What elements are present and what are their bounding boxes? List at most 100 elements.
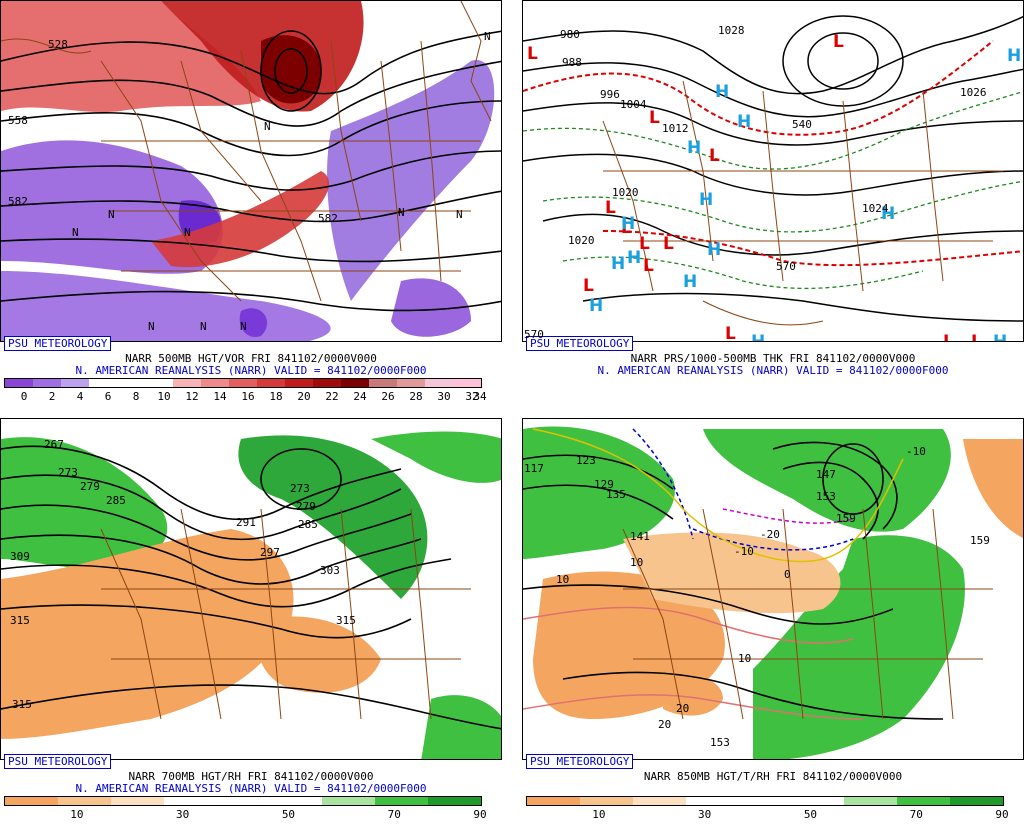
colorbar-segment — [216, 797, 270, 805]
colorbar-segment — [685, 797, 739, 805]
colorbar-segment — [110, 797, 164, 805]
colorbar-tick-label: 4 — [76, 390, 84, 403]
colorbar-segment — [285, 379, 313, 387]
colorbar-vorticity — [4, 378, 482, 388]
svg-text:H: H — [707, 240, 721, 260]
svg-text:L: L — [583, 276, 594, 296]
colorbar-segment — [950, 797, 1004, 805]
svg-text:H: H — [699, 190, 713, 210]
caption-line-2: N. AMERICAN REANALYSIS (NARR) VALID = 84… — [75, 782, 427, 795]
psu-meteorology-label: PSU METEOROLOGY — [526, 336, 634, 351]
svg-text:L: L — [725, 324, 736, 342]
colorbar-segment — [632, 797, 686, 805]
colorbar-segment — [229, 379, 257, 387]
colorbar-tick-label: 70 — [387, 808, 401, 821]
colorbar-segment — [89, 379, 117, 387]
colorbar-segment — [897, 797, 951, 805]
caption-line-1: NARR 850MB HGT/T/RH FRI 841102/0000V000 — [643, 770, 903, 783]
colorbar-tick-label: 34 — [473, 390, 487, 403]
svg-text:H: H — [715, 82, 729, 102]
low-pressure-symbols: LLL LLL LLL L LL L — [527, 32, 982, 342]
caption-line-2: N. AMERICAN REANALYSIS (NARR) VALID = 84… — [597, 364, 949, 377]
colorbar-segment — [453, 379, 481, 387]
colorbar-segment — [738, 797, 792, 805]
colorbar-segment — [257, 379, 285, 387]
colorbar-tick-label: 30 — [176, 808, 190, 821]
colorbar-tick-label: 30 — [437, 390, 451, 403]
colorbar-tick-label: 2 — [48, 390, 56, 403]
psu-meteorology-label: PSU METEOROLOGY — [526, 754, 634, 769]
colorbar-tick-label: 0 — [20, 390, 28, 403]
panel-850mb-height-temp-rh: PSU METEOROLOGY NARR 850MB HGT/T/RH FRI … — [522, 418, 1024, 826]
svg-text:L: L — [605, 198, 616, 218]
colorbar-tick-label: 22 — [325, 390, 339, 403]
colorbar-segment — [5, 797, 58, 805]
svg-text:H: H — [687, 138, 701, 158]
panel-700mb-height-rh: PSU METEOROLOGY NARR 700MB HGT/RH FRI 84… — [0, 418, 502, 826]
map-canvas-850mb — [523, 419, 1023, 759]
colorbar-segment — [173, 379, 201, 387]
map-850mb — [522, 418, 1024, 760]
psu-meteorology-label: PSU METEOROLOGY — [4, 336, 112, 351]
svg-text:L: L — [639, 234, 650, 254]
colorbar-tick-label: 24 — [353, 390, 367, 403]
colorbar-tick-label: 12 — [185, 390, 199, 403]
colorbar-segment — [527, 797, 580, 805]
svg-text:L: L — [621, 218, 632, 238]
svg-text:H: H — [737, 112, 751, 132]
map-700mb — [0, 418, 502, 760]
colorbar-segment — [425, 379, 453, 387]
map-500mb — [0, 0, 502, 342]
colorbar-segment — [57, 797, 111, 805]
colorbar-segment — [201, 379, 229, 387]
colorbar-segment — [163, 797, 217, 805]
svg-text:H: H — [611, 254, 625, 274]
panel-500mb-height-vorticity: PSU METEOROLOGY NARR 500MB HGT/VOR FRI 8… — [0, 0, 502, 408]
svg-text:H: H — [993, 332, 1007, 342]
svg-text:L: L — [971, 332, 982, 342]
colorbar-tick-label: 90 — [473, 808, 487, 821]
svg-text:H: H — [1007, 46, 1021, 66]
colorbar-segment — [397, 379, 425, 387]
colorbar-segment — [369, 379, 397, 387]
colorbar-segment — [145, 379, 173, 387]
map-canvas-500mb — [1, 1, 501, 341]
colorbar-segment — [269, 797, 323, 805]
svg-text:H: H — [621, 214, 635, 234]
colorbar-segment — [341, 379, 369, 387]
colorbar-tick-label: 50 — [803, 808, 818, 821]
svg-text:H: H — [881, 204, 895, 224]
colorbar-tick-label: 10 — [157, 390, 171, 403]
svg-text:H: H — [589, 296, 603, 316]
colorbar-segment — [428, 797, 482, 805]
colorbar-segment — [313, 379, 341, 387]
caption-line-1: NARR 700MB HGT/RH FRI 841102/0000V000 — [128, 770, 374, 783]
colorbar-tick-label: 18 — [269, 390, 283, 403]
map-canvas-sfc: LLL LLL LLL L LL L HHH HHH HHH HHH HH — [523, 1, 1023, 342]
psu-meteorology-label: PSU METEOROLOGY — [4, 754, 112, 769]
map-canvas-700mb — [1, 419, 501, 759]
colorbar-tick-label: 10 — [592, 808, 606, 821]
colorbar-tick-label: 8 — [132, 390, 140, 403]
colorbar-tick-label: 6 — [104, 390, 112, 403]
svg-text:L: L — [943, 332, 954, 342]
colorbar-segment — [791, 797, 845, 805]
colorbar-tick-label: 26 — [381, 390, 395, 403]
caption-line-2: N. AMERICAN REANALYSIS (NARR) VALID = 84… — [75, 364, 427, 377]
colorbar-segment — [5, 379, 33, 387]
high-pressure-symbols: HHH HHH HHH HHH HH — [589, 46, 1021, 342]
caption-line-1: NARR 500MB HGT/VOR FRI 841102/0000V000 — [125, 352, 377, 365]
svg-text:H: H — [627, 248, 641, 268]
svg-text:L: L — [833, 32, 844, 52]
svg-text:L: L — [527, 44, 538, 64]
caption-line-1: NARR PRS/1000-500MB THK FRI 841102/0000V… — [630, 352, 916, 365]
svg-text:L: L — [649, 108, 660, 128]
colorbar-segment — [375, 797, 429, 805]
colorbar-tick-label: 90 — [995, 808, 1009, 821]
colorbar-tick-label: 32 — [465, 390, 479, 403]
colorbar-tick-label: 14 — [213, 390, 227, 403]
colorbar-tick-label: 30 — [698, 808, 712, 821]
colorbar-tick-label: 50 — [281, 808, 296, 821]
